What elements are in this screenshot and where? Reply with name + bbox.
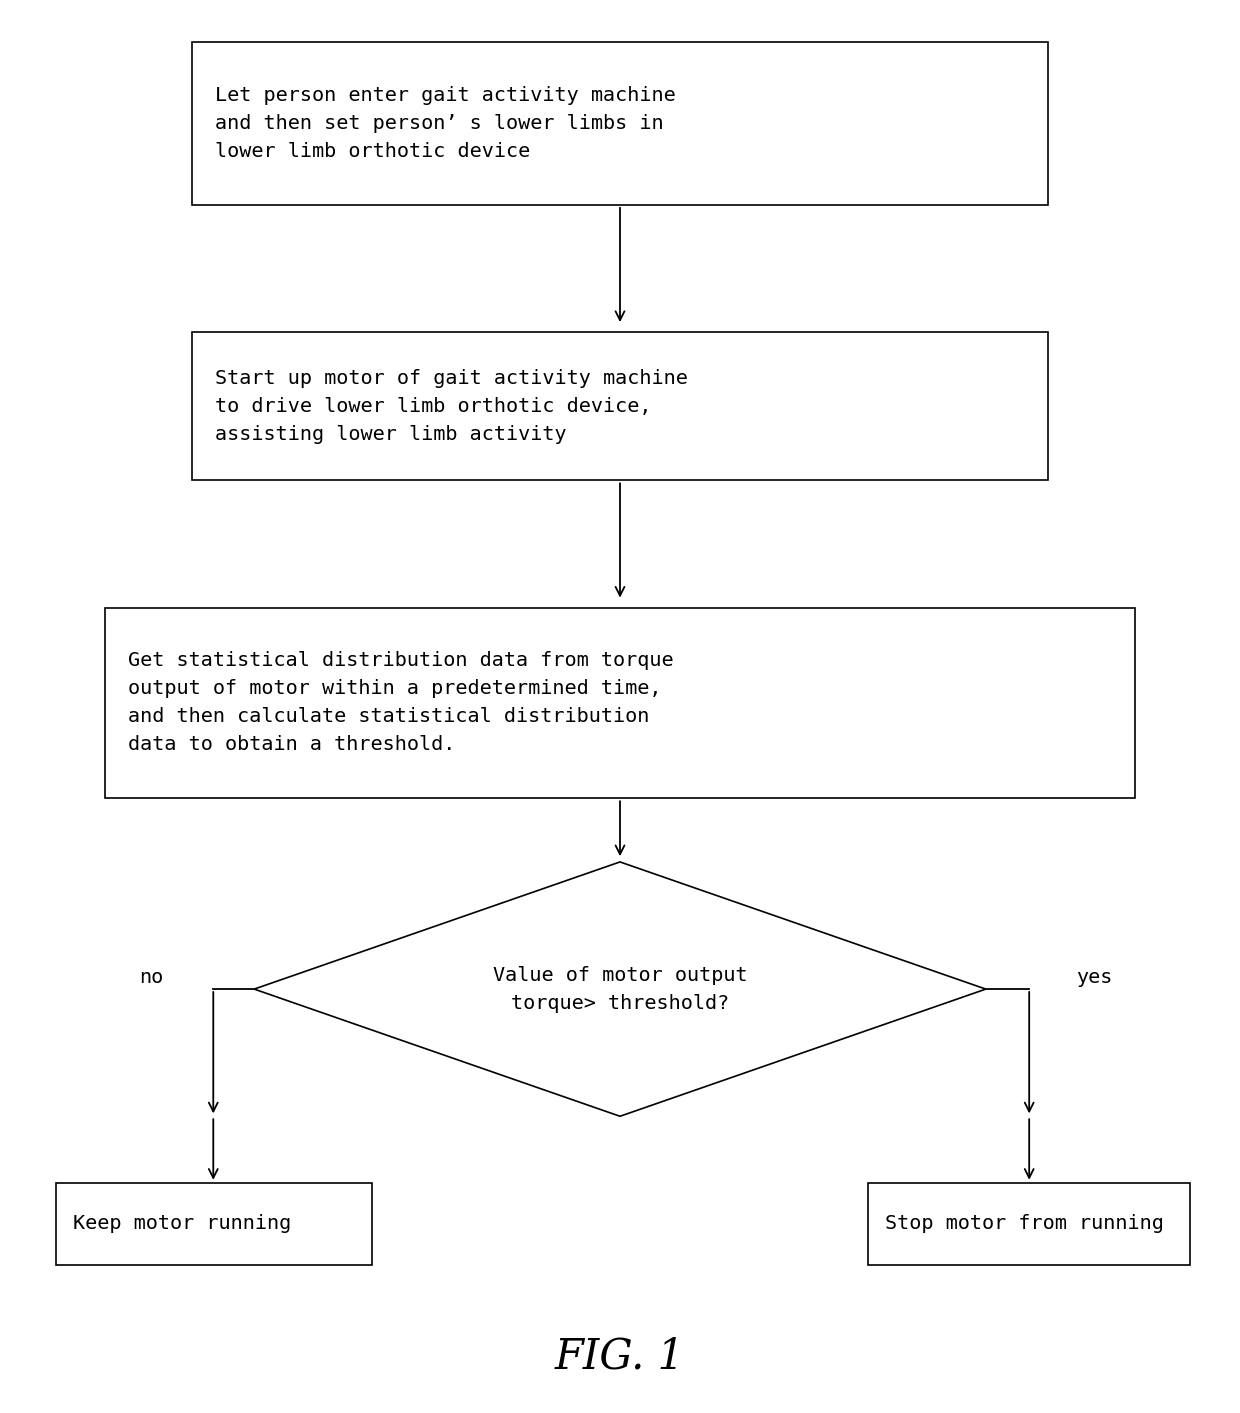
Text: Get statistical distribution data from torque
output of motor within a predeterm: Get statistical distribution data from t… <box>128 651 673 755</box>
Text: Let person enter gait activity machine
and then set person’ s lower limbs in
low: Let person enter gait activity machine a… <box>215 86 676 161</box>
Polygon shape <box>254 862 986 1116</box>
Bar <box>192 332 1048 480</box>
Bar <box>105 608 1135 798</box>
Text: yes: yes <box>1076 968 1112 988</box>
Text: Value of motor output
torque> threshold?: Value of motor output torque> threshold? <box>492 965 748 1013</box>
Bar <box>192 42 1048 205</box>
Text: Stop motor from running: Stop motor from running <box>885 1214 1164 1234</box>
Text: Keep motor running: Keep motor running <box>73 1214 291 1234</box>
Bar <box>868 1183 1190 1265</box>
Text: Start up motor of gait activity machine
to drive lower limb orthotic device,
ass: Start up motor of gait activity machine … <box>215 369 687 444</box>
Bar <box>56 1183 372 1265</box>
Text: FIG. 1: FIG. 1 <box>556 1335 684 1378</box>
Text: no: no <box>139 968 164 988</box>
